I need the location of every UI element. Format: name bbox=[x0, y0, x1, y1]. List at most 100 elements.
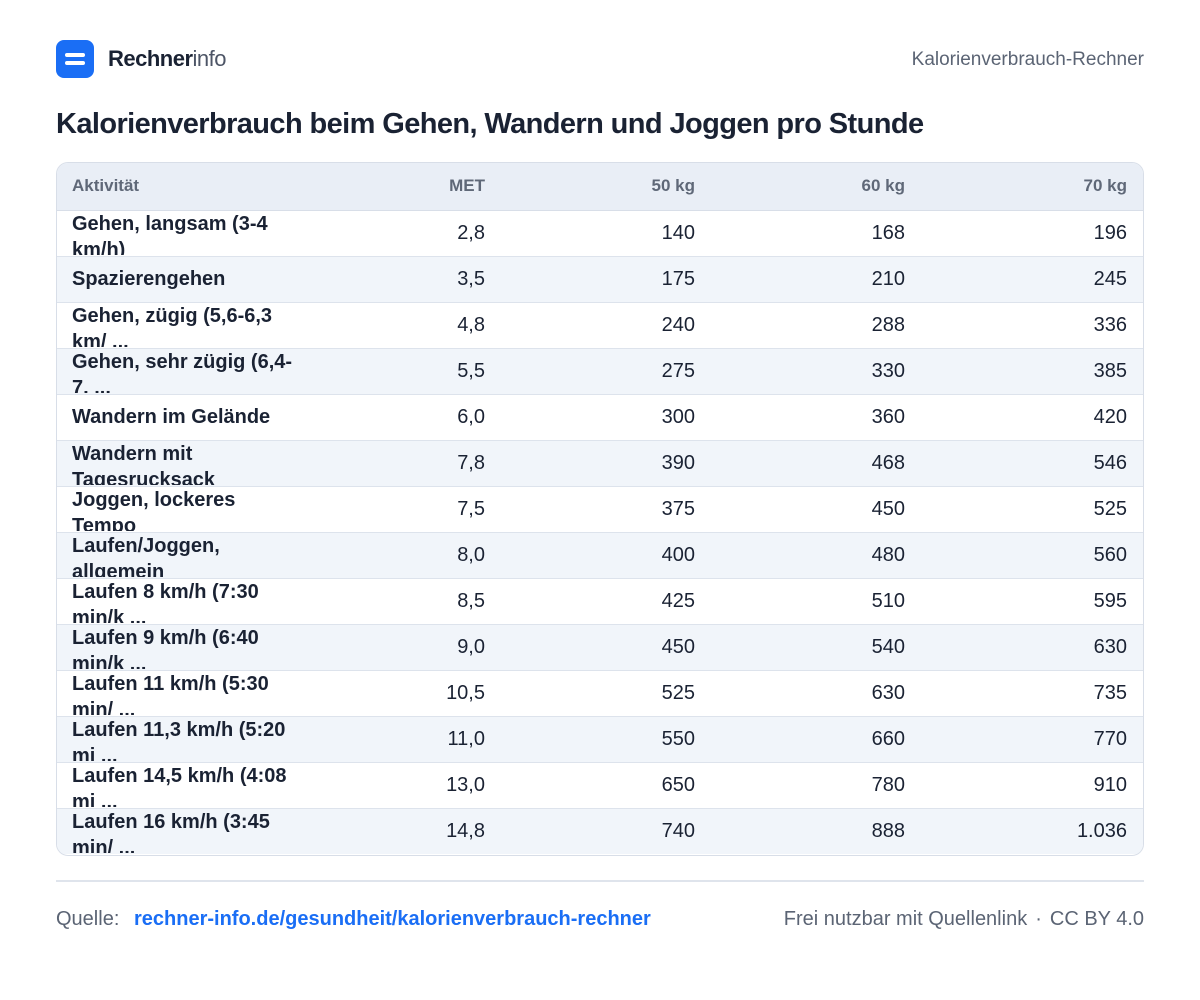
brand-light: info bbox=[192, 46, 227, 71]
cell-50kg: 425 bbox=[661, 589, 695, 612]
table-row: Spazierengehen 3,5 175 210 245 bbox=[57, 256, 1143, 302]
cell-activity: Laufen 11,3 km/h (5:20 mi ... bbox=[57, 716, 315, 762]
calorie-table: Aktivität MET 50 kg 60 kg 70 kg Gehen, l… bbox=[57, 163, 1143, 854]
table-row: Laufen 14,5 km/h (4:08 mi ... 13,0 650 780 9… bbox=[57, 762, 1143, 808]
table-row: Gehen, zügig (5,6-6,3 km/ ... 4,8 240 288 33… bbox=[57, 302, 1143, 348]
activity-label: Laufen/Joggen, allgemein bbox=[72, 535, 220, 577]
table-row: Laufen 16 km/h (3:45 min/ ... 14,8 740 888 1… bbox=[57, 808, 1143, 854]
cell-activity: Laufen 16 km/h (3:45 min/ ... bbox=[57, 808, 315, 854]
table-row: Laufen 9 km/h (6:40 min/k ... 9,0 450 540 63… bbox=[57, 624, 1143, 670]
license-separator: · bbox=[1035, 908, 1042, 930]
cell-met: 7,5 bbox=[457, 497, 485, 520]
cell-activity: Laufen 8 km/h (7:30 min/k ... bbox=[57, 578, 315, 624]
cell-60kg: 510 bbox=[871, 589, 905, 612]
activity-label: Spazierengehen bbox=[72, 268, 226, 290]
table-row: Gehen, sehr zügig (6,4-7, ... 5,5 275 330 38… bbox=[57, 348, 1143, 394]
cell-met: 4,8 bbox=[457, 313, 485, 336]
cell-50kg: 275 bbox=[661, 359, 695, 382]
table-row: Laufen 11,3 km/h (5:20 mi ... 11,0 550 660 7… bbox=[57, 716, 1143, 762]
cell-activity: Gehen, zügig (5,6-6,3 km/ ... bbox=[57, 302, 315, 348]
cell-met: 6,0 bbox=[457, 405, 485, 428]
table-row: Laufen 8 km/h (7:30 min/k ... 8,5 425 510 59… bbox=[57, 578, 1143, 624]
cell-met: 11,0 bbox=[447, 727, 485, 750]
cell-activity: Gehen, sehr zügig (6,4-7, ... bbox=[57, 348, 315, 394]
cell-50kg: 175 bbox=[661, 267, 695, 290]
cell-60kg: 660 bbox=[871, 727, 905, 750]
source-label: Quelle: bbox=[56, 908, 120, 930]
column-header-60kg: 60 kg bbox=[711, 163, 921, 211]
activity-label: Laufen 11,3 km/h (5:20 mi ... bbox=[72, 719, 286, 761]
cell-70kg: 385 bbox=[1093, 359, 1127, 382]
table-body: Gehen, langsam (3-4 km/h) 2,8 140 168 196 Spa… bbox=[57, 210, 1143, 854]
license-name: CC BY 4.0 bbox=[1049, 908, 1144, 930]
cell-70kg: 336 bbox=[1093, 313, 1127, 336]
table-row: Gehen, langsam (3-4 km/h) 2,8 140 168 196 bbox=[57, 210, 1143, 256]
cell-50kg: 450 bbox=[661, 635, 695, 658]
cell-met: 8,5 bbox=[457, 589, 485, 612]
license-text: Frei nutzbar mit Quellenlink bbox=[783, 908, 1028, 930]
cell-60kg: 480 bbox=[871, 543, 905, 566]
cell-70kg: 546 bbox=[1093, 451, 1127, 474]
activity-label: Wandern im Gelände bbox=[72, 406, 271, 428]
cell-met: 13,0 bbox=[446, 773, 485, 796]
cell-activity: Laufen 9 km/h (6:40 min/k ... bbox=[57, 624, 315, 670]
brand-strong: Rechner bbox=[108, 46, 193, 71]
cell-met: 5,5 bbox=[457, 359, 485, 382]
logo-bar bbox=[65, 53, 85, 57]
calculator-label: Kalorienverbrauch-Rechner bbox=[911, 49, 1144, 70]
cell-70kg: 1.036 bbox=[1076, 819, 1127, 842]
logo-bar bbox=[65, 61, 85, 65]
cell-70kg: 420 bbox=[1093, 405, 1127, 428]
cell-60kg: 330 bbox=[871, 359, 905, 382]
cell-50kg: 140 bbox=[661, 221, 695, 244]
cell-activity: Wandern mit Tagesrucksack bbox=[57, 440, 315, 486]
cell-activity: Wandern im Gelände bbox=[57, 394, 315, 440]
page-footer: Quelle: rechner-info.de/gesundheit/kalor… bbox=[56, 906, 1144, 932]
license-info: Frei nutzbar mit Quellenlink · CC BY 4.0 bbox=[784, 906, 1144, 932]
cell-60kg: 360 bbox=[871, 405, 905, 428]
cell-met: 9,0 bbox=[457, 635, 485, 658]
table-row: Wandern mit Tagesrucksack 7,8 390 468 546 bbox=[57, 440, 1143, 486]
page-title: Kalorienverbrauch beim Gehen, Wandern un… bbox=[56, 108, 924, 140]
activity-label: Laufen 8 km/h (7:30 min/k ... bbox=[72, 581, 259, 623]
cell-met: 8,0 bbox=[457, 543, 485, 566]
activity-label: Laufen 14,5 km/h (4:08 mi ... bbox=[72, 765, 287, 807]
source-link[interactable]: rechner-info.de/gesundheit/kalorienverbr… bbox=[134, 908, 651, 930]
cell-70kg: 910 bbox=[1093, 773, 1127, 796]
activity-label: Gehen, langsam (3-4 km/h) bbox=[72, 213, 268, 255]
activity-label: Laufen 16 km/h (3:45 min/ ... bbox=[72, 811, 270, 854]
cell-met: 3,5 bbox=[457, 267, 485, 290]
cell-50kg: 550 bbox=[661, 727, 695, 750]
column-header-met: MET bbox=[315, 163, 501, 211]
table-row: Wandern im Gelände 6,0 300 360 420 bbox=[57, 394, 1143, 440]
site-header: Rechnerinfo Kalorienverbrauch-Rechner bbox=[56, 40, 1144, 78]
brand-name[interactable]: Rechnerinfo bbox=[108, 46, 227, 71]
cell-60kg: 780 bbox=[871, 773, 905, 796]
data-table-container: Aktivität MET 50 kg 60 kg 70 kg Gehen, l… bbox=[56, 162, 1144, 856]
cell-70kg: 245 bbox=[1093, 267, 1127, 290]
cell-activity: Joggen, lockeres Tempo bbox=[57, 486, 315, 532]
cell-70kg: 196 bbox=[1093, 221, 1127, 244]
cell-60kg: 210 bbox=[871, 267, 905, 290]
table-row: Laufen 11 km/h (5:30 min/ ... 10,5 525 630 7… bbox=[57, 670, 1143, 716]
cell-met: 10,5 bbox=[446, 681, 485, 704]
cell-60kg: 888 bbox=[871, 819, 905, 842]
cell-60kg: 288 bbox=[871, 313, 905, 336]
column-header-activity: Aktivität bbox=[57, 163, 315, 211]
cell-70kg: 525 bbox=[1093, 497, 1127, 520]
cell-met: 14,8 bbox=[446, 819, 485, 842]
cell-60kg: 168 bbox=[871, 221, 905, 244]
cell-50kg: 525 bbox=[661, 681, 695, 704]
cell-met: 2,8 bbox=[457, 221, 485, 244]
logo-icon[interactable] bbox=[56, 40, 94, 78]
cell-50kg: 740 bbox=[661, 819, 695, 842]
column-header-50kg: 50 kg bbox=[501, 163, 711, 211]
column-header-70kg: 70 kg bbox=[921, 163, 1143, 211]
activity-label: Laufen 9 km/h (6:40 min/k ... bbox=[72, 627, 259, 669]
cell-50kg: 390 bbox=[661, 451, 695, 474]
cell-50kg: 300 bbox=[661, 405, 695, 428]
table-row: Laufen/Joggen, allgemein 8,0 400 480 560 bbox=[57, 532, 1143, 578]
cell-activity: Spazierengehen bbox=[57, 256, 315, 302]
cell-70kg: 595 bbox=[1093, 589, 1127, 612]
cell-70kg: 770 bbox=[1093, 727, 1127, 750]
